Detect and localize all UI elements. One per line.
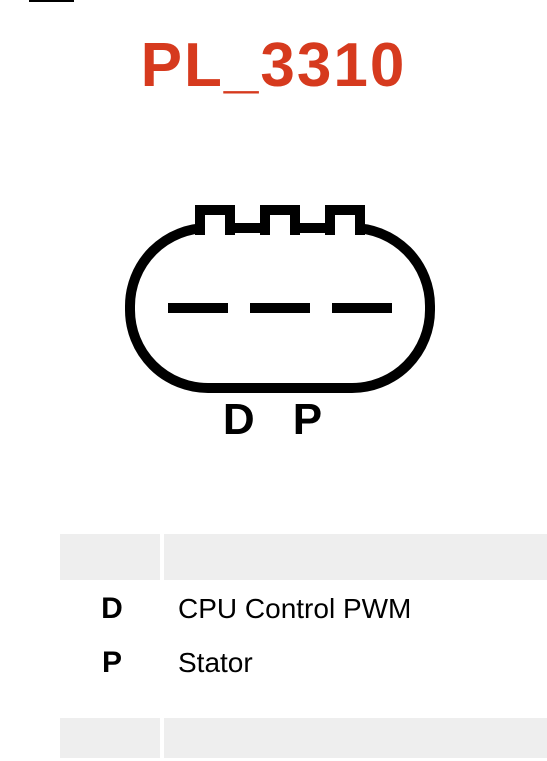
legend-row: DCPU Control PWM (60, 582, 547, 636)
legend-description: Stator (164, 636, 547, 690)
connector-tab-patch (205, 222, 225, 234)
top-border-segment (29, 0, 74, 2)
legend-symbol: P (60, 636, 160, 690)
legend-table: DCPU Control PWMPStator (60, 530, 547, 692)
page: PL_3310 DP DCPU Control PWMPStator (0, 0, 547, 761)
legend-footer-cell-desc (164, 718, 547, 758)
legend-footer (60, 718, 547, 758)
pin-label-row: DP (0, 395, 547, 445)
legend-header-desc (164, 532, 547, 582)
pin-label: P (293, 395, 324, 445)
legend-footer-cell-sym (60, 718, 160, 758)
legend-table-wrap: DCPU Control PWMPStator (60, 530, 547, 692)
connector-tab-patch (335, 222, 355, 234)
pin-label: D (223, 395, 257, 445)
legend-description: CPU Control PWM (164, 582, 547, 636)
part-number-title: PL_3310 (0, 30, 547, 101)
legend-header-row (60, 532, 547, 582)
legend-symbol: D (60, 582, 160, 636)
connector-tab-patch (270, 222, 290, 234)
legend-row: PStator (60, 636, 547, 690)
legend-header-sym (60, 532, 160, 582)
